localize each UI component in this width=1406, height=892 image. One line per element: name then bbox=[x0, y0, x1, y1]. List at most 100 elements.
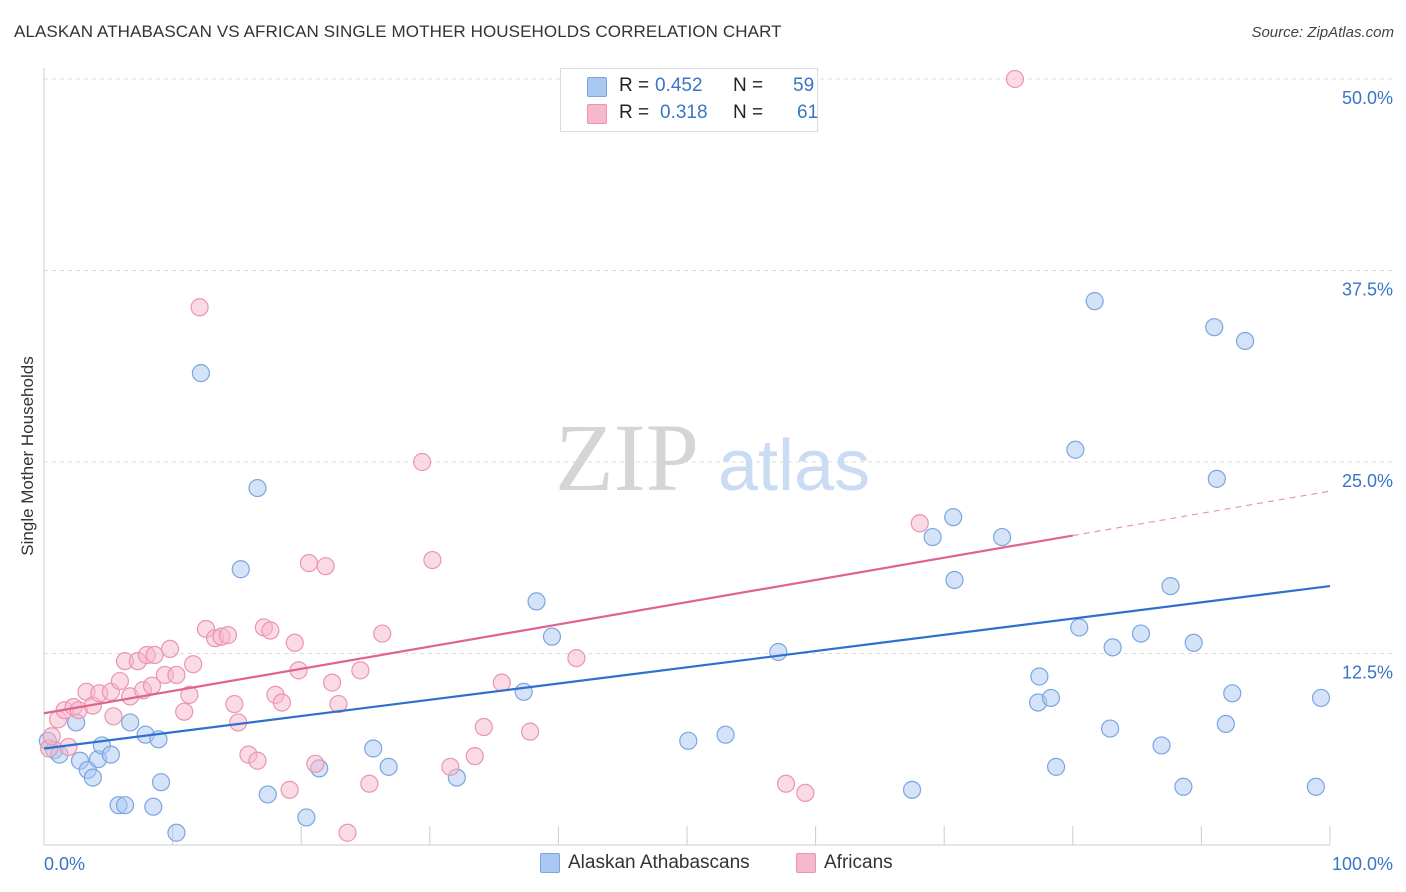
african-point bbox=[299, 554, 319, 573]
y-tick-label: 12.5% bbox=[1342, 663, 1393, 683]
african-point bbox=[110, 671, 129, 691]
african-point bbox=[218, 626, 237, 645]
chart-title: ALASKAN ATHABASCAN VS AFRICAN SINGLE MOT… bbox=[14, 22, 782, 41]
african-point bbox=[280, 780, 299, 799]
watermark: ZIP atlas bbox=[555, 404, 870, 511]
african-point bbox=[272, 693, 292, 712]
legend-n-label: N = bbox=[733, 75, 764, 96]
athabascan-point bbox=[1216, 714, 1235, 734]
african-trend-line bbox=[43, 534, 1073, 715]
african-point bbox=[796, 783, 815, 803]
athabascan-point bbox=[679, 731, 698, 750]
athabascan-point bbox=[167, 823, 186, 842]
athabascan-point bbox=[514, 682, 533, 701]
athabascan-point bbox=[101, 745, 120, 764]
african-point bbox=[412, 452, 432, 472]
legend-n-label: N = bbox=[733, 102, 764, 123]
african-point bbox=[521, 722, 540, 741]
african-point bbox=[184, 655, 203, 674]
trend-lines bbox=[43, 490, 1331, 750]
african-point bbox=[160, 639, 180, 659]
athabascan-point bbox=[1184, 633, 1203, 652]
african-point bbox=[285, 633, 304, 652]
african-point bbox=[190, 298, 209, 317]
athabascan-point bbox=[121, 713, 140, 732]
athabascan-point bbox=[945, 570, 964, 590]
athabascan-point bbox=[992, 527, 1012, 547]
african-point bbox=[329, 694, 348, 714]
african-point bbox=[104, 707, 123, 726]
african-point bbox=[322, 673, 342, 692]
african-point bbox=[1005, 69, 1025, 89]
athabascan-point bbox=[83, 768, 102, 787]
athabascan-point bbox=[1066, 440, 1085, 459]
athabascan-point bbox=[716, 725, 735, 744]
athabascan-point bbox=[1223, 684, 1242, 703]
african-point bbox=[306, 754, 325, 773]
athabascan-point bbox=[1174, 777, 1193, 796]
athabascan-point bbox=[527, 592, 546, 611]
legend-r-label: R = bbox=[619, 102, 650, 123]
x-tick-label-max: 100.0% bbox=[1332, 854, 1393, 874]
african-point bbox=[465, 747, 484, 766]
athabascan-point bbox=[923, 527, 942, 547]
watermark-zip: ZIP bbox=[555, 404, 699, 511]
bottom-legend-label: Africans bbox=[824, 852, 893, 873]
y-tick-label: 25.0% bbox=[1342, 471, 1393, 491]
african-point bbox=[338, 823, 357, 842]
legend-r-label: R = bbox=[619, 75, 650, 96]
x-tick-label-min: 0.0% bbox=[44, 854, 85, 874]
african-point bbox=[567, 648, 586, 668]
legend-n-value: 59 bbox=[793, 75, 815, 96]
african-point bbox=[261, 621, 280, 640]
african-point bbox=[351, 661, 370, 680]
athabascan-point bbox=[297, 808, 316, 827]
african-point bbox=[441, 757, 460, 776]
athabascan-point bbox=[1030, 667, 1049, 686]
african-point bbox=[360, 774, 379, 793]
athabascan-point bbox=[1085, 292, 1104, 311]
african-point bbox=[42, 727, 61, 746]
athabascan-point bbox=[1306, 777, 1325, 796]
athabascan-point bbox=[115, 796, 135, 815]
correlation-legend: R = 0.452 N = 59 R = 0.318 N = 61 bbox=[560, 68, 818, 132]
african-point bbox=[316, 557, 335, 576]
athabascan-point bbox=[769, 642, 788, 662]
african-point bbox=[492, 673, 511, 692]
athabascan-point bbox=[191, 364, 210, 383]
athabascan-point bbox=[258, 785, 277, 804]
athabascan-point bbox=[379, 757, 398, 776]
y-tick-label: 50.0% bbox=[1342, 88, 1393, 108]
athabascan-point bbox=[944, 508, 963, 527]
athabascan-point bbox=[144, 797, 163, 816]
bottom-legend-label: Alaskan Athabascans bbox=[568, 852, 750, 873]
athabascan-point bbox=[1161, 576, 1180, 596]
african-point bbox=[910, 514, 929, 533]
african-point bbox=[225, 694, 244, 714]
athabascan-point bbox=[248, 478, 267, 498]
african-point bbox=[373, 624, 392, 643]
african-point bbox=[248, 751, 267, 770]
african-point bbox=[474, 717, 493, 737]
athabascan-point bbox=[1236, 331, 1255, 351]
athabascan-point bbox=[151, 773, 171, 792]
legend-r-value: 0.452 bbox=[655, 75, 703, 96]
chart-source: Source: ZipAtlas.com bbox=[1251, 24, 1394, 41]
legend-n-value: 61 bbox=[797, 102, 819, 123]
x-ticks bbox=[43, 826, 1331, 845]
bottom-legend-swatch-pink bbox=[796, 853, 816, 873]
athabascan-point bbox=[1205, 318, 1224, 337]
african-trend-extension bbox=[1072, 490, 1331, 537]
athabascan-point bbox=[1152, 736, 1171, 755]
african-point bbox=[180, 685, 199, 704]
athabascan-point bbox=[542, 627, 562, 646]
athabascan-point bbox=[364, 739, 383, 758]
athabascan-point bbox=[1070, 618, 1089, 637]
legend-swatch-pink bbox=[587, 104, 607, 124]
african-point bbox=[423, 550, 442, 570]
african-point bbox=[167, 665, 186, 685]
athabascan-point bbox=[902, 780, 922, 799]
athabascan-point bbox=[1100, 719, 1120, 738]
watermark-atlas: atlas bbox=[718, 426, 870, 506]
